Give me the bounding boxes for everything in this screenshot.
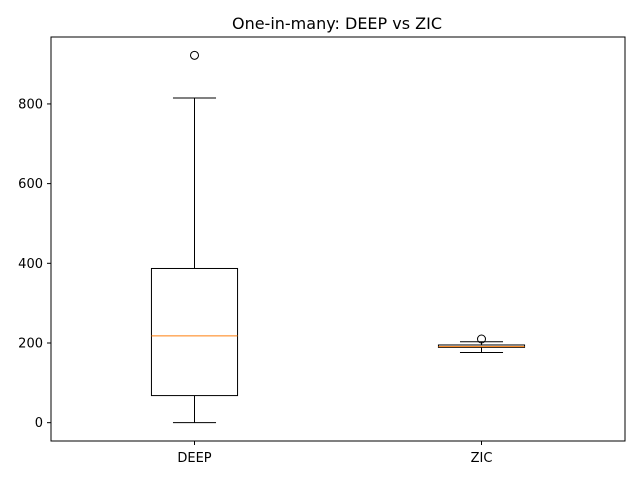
x-tick-label-zic: ZIC — [471, 451, 493, 466]
x-tick-label-deep: DEEP — [177, 451, 211, 466]
deep-box — [150, 267, 239, 397]
y-tick-label-200: 200 — [18, 336, 43, 351]
y-tick-label-800: 800 — [18, 97, 43, 112]
y-tick-label-600: 600 — [18, 177, 43, 192]
y-tick-label-400: 400 — [18, 257, 43, 272]
x-axis: DEEP ZIC — [177, 441, 492, 466]
deep-outlier-1 — [190, 50, 199, 60]
boxes-layer — [150, 50, 526, 424]
box-deep — [150, 50, 239, 424]
y-tick-label-0: 0 — [35, 416, 43, 431]
zic-outlier-1 — [477, 334, 486, 344]
plot-frame — [50, 36, 626, 442]
y-axis: 0 200 400 600 800 — [18, 97, 51, 431]
box-zic — [437, 334, 526, 354]
chart-title: One-in-many: DEEP vs ZIC — [232, 14, 442, 33]
